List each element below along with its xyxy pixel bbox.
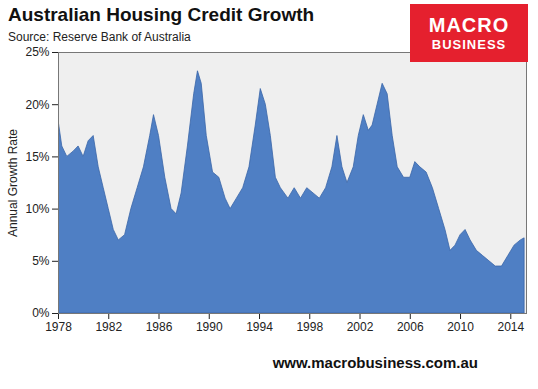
svg-text:25%: 25% <box>25 45 49 59</box>
svg-text:0%: 0% <box>32 306 50 320</box>
svg-text:15%: 15% <box>25 150 49 164</box>
svg-text:1978: 1978 <box>45 320 72 334</box>
svg-text:5%: 5% <box>32 254 50 268</box>
svg-text:Annual Growth Rate: Annual Growth Rate <box>6 129 20 237</box>
html-text:Source: Reserve Bank of Austra: Source: Reserve Bank of Australia <box>8 30 191 44</box>
html-text:BUSINESS: BUSINESS <box>431 37 507 52</box>
svg-text:2006: 2006 <box>397 320 424 334</box>
svg-text:1986: 1986 <box>146 320 173 334</box>
svg-text:1990: 1990 <box>196 320 223 334</box>
html-text:MACRO: MACRO <box>428 14 510 36</box>
html-text:www.macrobusiness.com.au: www.macrobusiness.com.au <box>272 354 478 371</box>
svg-text:1998: 1998 <box>296 320 323 334</box>
svg-text:2014: 2014 <box>497 320 524 334</box>
svg-text:2002: 2002 <box>347 320 374 334</box>
svg-text:10%: 10% <box>25 202 49 216</box>
svg-text:20%: 20% <box>25 98 49 112</box>
svg-text:1982: 1982 <box>95 320 122 334</box>
svg-text:2010: 2010 <box>447 320 474 334</box>
html-text:Australian Housing Credit Grow: Australian Housing Credit Growth <box>8 4 315 25</box>
svg-text:1994: 1994 <box>246 320 273 334</box>
